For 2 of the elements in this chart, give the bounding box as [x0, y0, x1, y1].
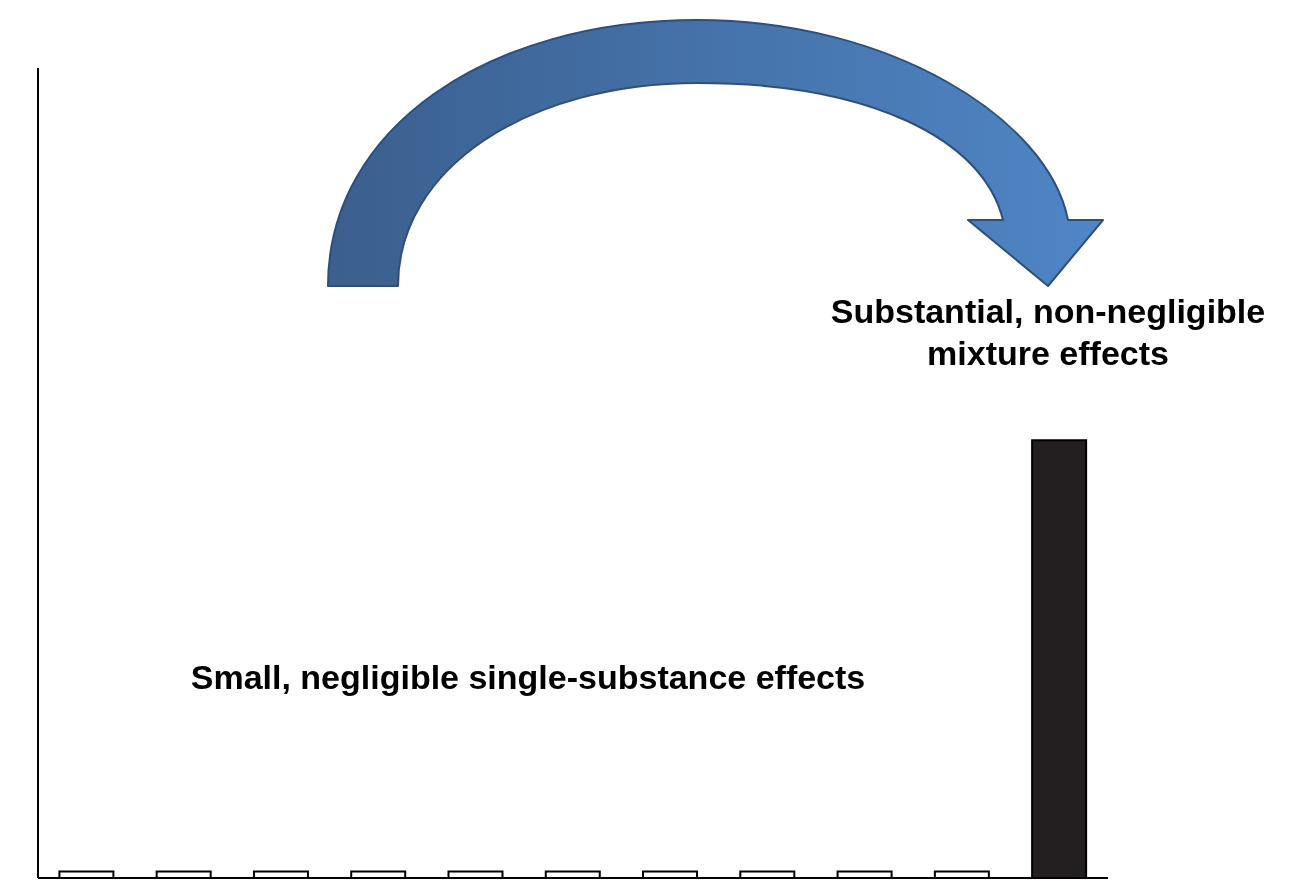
annotation: Small, negligible single-substance effects [189, 657, 867, 698]
text: Substantial, non-negligible mixture effects [829, 291, 1267, 374]
